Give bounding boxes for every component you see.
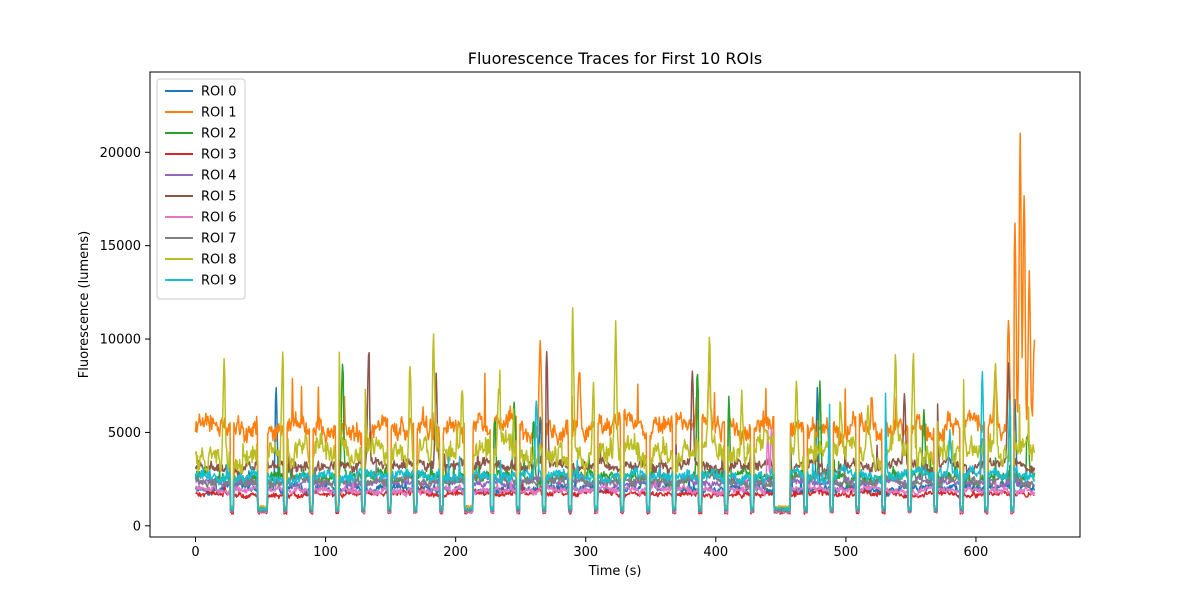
y-tick-label: 5000 — [108, 426, 141, 441]
legend: ROI 0 ROI 1 ROI 2 ROI 3 ROI 4 ROI 5 ROI 6 ROI 7… — [156, 78, 246, 300]
legend-entry: ROI 5 — [201, 190, 237, 205]
legend-entry: ROI 7 — [201, 232, 237, 247]
legend-entry: ROI 6 — [201, 211, 237, 226]
x-tick-label: 200 — [443, 545, 468, 560]
legend-entry: ROI 2 — [201, 127, 237, 142]
y-tick-label: 20000 — [100, 146, 141, 161]
x-tick-label: 0 — [191, 545, 199, 560]
legend-entry: ROI 1 — [201, 106, 237, 121]
y-tick-label: 0 — [133, 519, 141, 534]
legend-entry: ROI 3 — [201, 148, 237, 163]
x-tick-label: 300 — [573, 545, 598, 560]
x-tick-label: 500 — [833, 545, 858, 560]
x-tick-label: 600 — [964, 545, 989, 560]
legend-entry: ROI 0 — [201, 85, 237, 100]
y-tick-label: 15000 — [100, 239, 141, 254]
x-axis: 0 100 200 300 400 500 600 — [191, 537, 988, 560]
series-line-roi-1 — [194, 132, 1036, 510]
series-layer — [194, 132, 1036, 515]
y-axis: 0 5000 10000 15000 20000 — [100, 146, 150, 534]
x-tick-label: 400 — [703, 545, 728, 560]
legend-entry: ROI 9 — [201, 274, 237, 289]
legend-entry: ROI 8 — [201, 253, 237, 268]
x-axis-label: Time (s) — [588, 564, 642, 579]
chart-title: Fluorescence Traces for First 10 ROIs — [468, 49, 762, 68]
series-line-roi-9 — [194, 370, 1036, 512]
legend-entry: ROI 4 — [201, 169, 237, 184]
plot-frame — [149, 71, 1081, 538]
x-tick-label: 100 — [313, 545, 338, 560]
y-tick-label: 10000 — [100, 333, 141, 348]
y-axis-label: Fluorescence (lumens) — [77, 231, 92, 378]
series-line-roi-8 — [194, 307, 1036, 510]
